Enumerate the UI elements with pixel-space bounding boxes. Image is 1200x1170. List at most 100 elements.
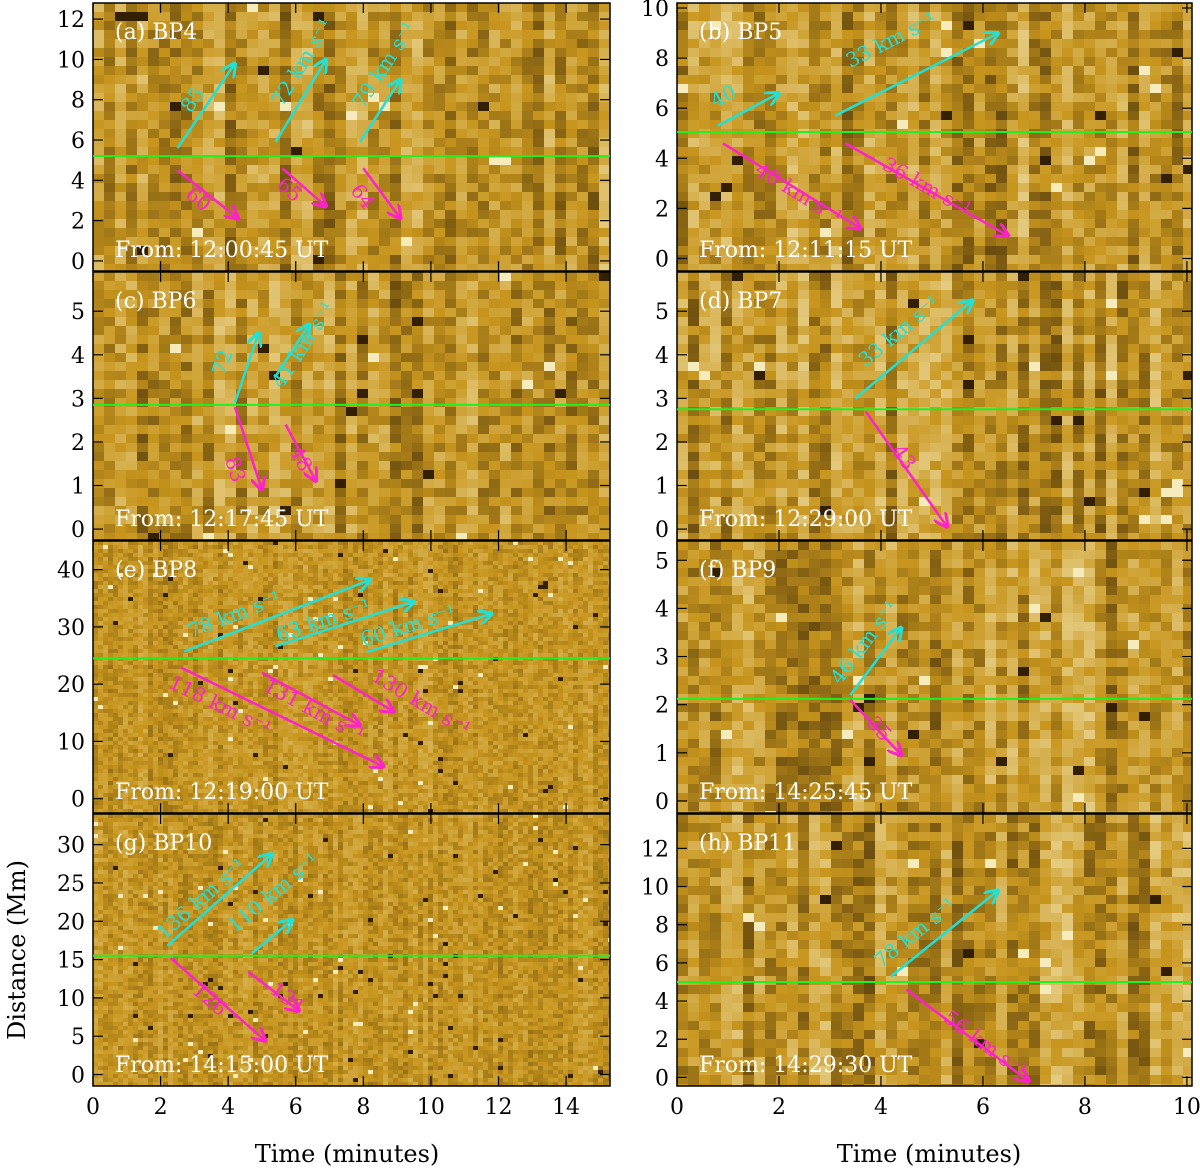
y-tick-label: 0: [71, 518, 85, 543]
cyan-arrow: [849, 628, 901, 696]
start-time-label: From: 12:00:45 UT: [115, 238, 329, 263]
cyan-arrow: [358, 80, 401, 143]
magenta-arrow: [176, 169, 238, 218]
y-tick-label: 5: [655, 300, 669, 325]
y-tick-label: 6: [655, 97, 669, 122]
cyan-arrow: [890, 890, 998, 978]
y-tick-label: 0: [655, 1066, 669, 1091]
y-tick-label: 30: [57, 616, 85, 641]
y-tick-label: 4: [655, 990, 669, 1015]
panel-frame: [676, 271, 1193, 541]
x-tick-label: 2: [772, 1095, 786, 1120]
magenta-arrow: [169, 957, 266, 1041]
start-time-label: From: 12:11:15 UT: [699, 238, 913, 263]
y-tick-label: 3: [71, 387, 85, 412]
cyan-arrow: [274, 324, 309, 378]
cyan-arrow: [834, 33, 998, 117]
y-tick-label: 20: [57, 673, 85, 698]
y-tick-label: 2: [71, 210, 85, 235]
panel-label: (c) BP6: [115, 289, 196, 314]
y-tick-label: 1: [655, 475, 669, 500]
x-tick-label: 8: [356, 1095, 370, 1120]
y-tick-label: 4: [655, 147, 669, 172]
y-axis-title: Distance (Mm): [3, 860, 31, 1040]
start-time-label: From: 12:29:00 UT: [699, 507, 913, 532]
x-tick-label: 0: [670, 1095, 684, 1120]
magenta-arrow: [247, 970, 299, 1011]
magenta-arrow: [233, 406, 262, 490]
y-tick-label: 6: [71, 129, 85, 154]
heatmap-cells: [93, 814, 610, 1086]
cyan-arrow: [166, 854, 272, 947]
y-tick-label: 6: [655, 952, 669, 977]
x-tick-label: 10: [417, 1095, 445, 1120]
panel-label: (h) BP11: [699, 831, 796, 856]
y-tick-label: 20: [57, 910, 85, 935]
y-tick-label: 12: [57, 8, 85, 33]
start-time-label: From: 14:25:45 UT: [699, 780, 913, 805]
x-tick-label: 8: [1078, 1095, 1092, 1120]
magenta-arrow: [284, 423, 316, 482]
magenta-arrow: [849, 699, 901, 755]
y-tick-label: 2: [655, 694, 669, 719]
x-tick-label: 4: [874, 1095, 888, 1120]
panel-frame: [676, 2, 1193, 272]
heatmap-cells: [677, 541, 1192, 813]
y-tick-label: 0: [71, 1064, 85, 1089]
cyan-arrow: [233, 333, 259, 404]
panel-label: (g) BP10: [115, 831, 212, 856]
y-tick-label: 3: [655, 387, 669, 412]
y-tick-label: 4: [655, 597, 669, 622]
magenta-arrow: [362, 167, 400, 218]
x-tick-label: 12: [484, 1095, 512, 1120]
y-tick-label: 10: [641, 876, 669, 901]
y-tick-label: 8: [655, 47, 669, 72]
y-tick-label: 40: [57, 559, 85, 584]
magenta-arrow: [332, 673, 394, 712]
y-tick-label: 2: [71, 431, 85, 456]
cyan-arrow: [275, 602, 414, 648]
cyan-arrow: [183, 580, 370, 653]
panel-frame: [676, 813, 1193, 1087]
y-tick-label: 3: [655, 646, 669, 671]
cyan-arrow: [366, 614, 492, 654]
y-tick-label: 0: [71, 788, 85, 813]
x-tick-label: 10: [1173, 1095, 1200, 1120]
y-tick-label: 10: [57, 730, 85, 755]
start-time-label: From: 14:29:30 UT: [699, 1053, 913, 1078]
heatmap-cells: [677, 814, 1192, 1086]
magenta-arrow: [722, 142, 861, 228]
y-tick-label: 1: [655, 742, 669, 767]
x-tick-label: 6: [289, 1095, 303, 1120]
y-tick-label: 5: [71, 300, 85, 325]
x-tick-label: 6: [976, 1095, 990, 1120]
magenta-arrow: [844, 142, 1008, 236]
y-tick-label: 4: [655, 344, 669, 369]
x-axis-title-left: Time (minutes): [255, 1140, 440, 1168]
magenta-arrow: [864, 410, 948, 526]
y-tick-label: 25: [57, 872, 85, 897]
y-tick-label: 0: [655, 790, 669, 815]
y-tick-label: 5: [655, 549, 669, 574]
panel-frame: [92, 813, 611, 1087]
start-time-label: From: 14:15:00 UT: [115, 1053, 329, 1078]
cyan-arrow: [717, 93, 779, 127]
y-tick-label: 0: [655, 518, 669, 543]
y-tick-label: 8: [71, 89, 85, 114]
y-tick-label: 30: [57, 834, 85, 859]
heatmap-cells: [677, 3, 1192, 271]
start-time-label: From: 12:17:45 UT: [115, 507, 329, 532]
x-tick-label: 2: [154, 1095, 168, 1120]
start-time-label: From: 12:19:00 UT: [115, 780, 329, 805]
panel-label: (f) BP9: [699, 558, 776, 583]
cyan-arrow: [176, 63, 234, 149]
y-tick-label: 10: [57, 987, 85, 1012]
y-tick-label: 2: [655, 197, 669, 222]
y-tick-label: 0: [71, 250, 85, 275]
